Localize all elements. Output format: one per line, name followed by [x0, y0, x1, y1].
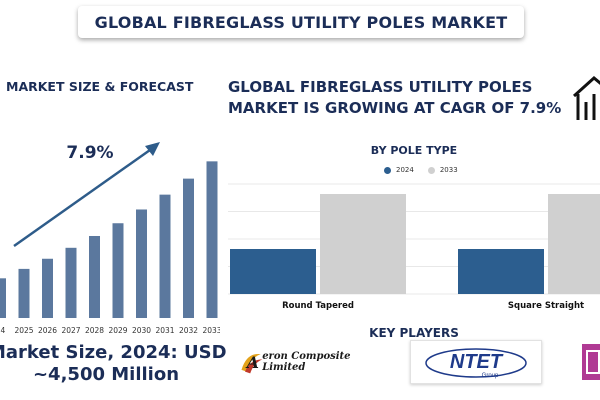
legend-label-2024: 2024: [396, 166, 414, 174]
ntet-logo-sub: Group: [482, 373, 499, 379]
trend-arrow-head: [145, 142, 160, 156]
forecast-tick-label: 2033: [202, 326, 220, 335]
forecast-tick-label: 2030: [132, 326, 151, 335]
forecast-bar-2024: [0, 278, 6, 318]
trend-arrow-line: [13, 148, 151, 248]
third-player-logo: [582, 344, 600, 380]
market-size-value: ~4,500 Million: [32, 364, 180, 385]
cagr-heading: GLOBAL FIBREGLASS UTILITY POLES MARKET I…: [228, 77, 561, 119]
ntet-logo: NTET Group: [410, 340, 542, 384]
key-players-heading: KEY PLAYERS: [369, 326, 459, 340]
ntet-logo-text: NTET: [450, 351, 504, 373]
forecast-bar-2031: [159, 194, 171, 318]
forecast-tick-label: 2028: [85, 326, 104, 335]
pole-bar-2033-0: [320, 194, 406, 294]
legend-item-2033: 2033: [427, 166, 458, 174]
forecast-tick-label: 2025: [14, 326, 33, 335]
forecast-tick-label: 2029: [108, 326, 127, 335]
title-banner: GLOBAL FIBREGLASS UTILITY POLES MARKET: [78, 6, 524, 38]
forecast-tick-label: 2031: [155, 326, 174, 335]
forecast-chart: 24 2025 2026 2027 2028 2029 2030 2031 2032 2033 7.…: [0, 142, 220, 335]
forecast-tick-label: 24: [0, 326, 5, 335]
pole-category-label: Square Straight: [508, 301, 584, 311]
aeron-logo-letter: A: [245, 353, 259, 372]
market-size-label: Market Size, 2024: USD: [0, 342, 227, 363]
forecast-bar-2028: [89, 235, 100, 318]
pole-chart-legend: 2024 2033: [384, 166, 458, 174]
forecast-tick-label: 2026: [38, 326, 57, 335]
aeron-logo: A eron Composite Limited: [238, 344, 380, 380]
legend-swatch-2024: [384, 166, 391, 174]
pole-bar-2033-1: [548, 194, 600, 294]
legend-label-2033: 2033: [439, 166, 458, 174]
pole-category-label: Round Tapered: [282, 301, 354, 311]
forecast-tick-label: 2032: [179, 326, 198, 335]
forecast-bar-2030: [136, 209, 147, 318]
legend-swatch-2033: [427, 166, 435, 174]
forecast-bar-2033: [206, 161, 218, 318]
pole-type-heading: BY POLE TYPE: [370, 144, 458, 157]
ntet-logo-mark: NTET Group: [425, 348, 527, 379]
cagr-heading-line1: GLOBAL FIBREGLASS UTILITY POLES: [228, 78, 533, 96]
forecast-bar-2027: [65, 247, 77, 318]
third-player-logo-mark: [586, 350, 600, 374]
forecast-bar-2029: [112, 223, 124, 318]
legend-item-2024: 2024: [384, 166, 414, 174]
pole-type-chart: Round Tapered Square Straight: [228, 178, 600, 311]
cagr-annotation: 7.9%: [66, 143, 113, 163]
house-growth-icon: [572, 76, 600, 120]
forecast-tick-label: 2027: [61, 326, 80, 335]
pole-bar-2024-1: [458, 249, 544, 294]
forecast-heading: MARKET SIZE & FORECAST: [6, 79, 194, 94]
cagr-heading-line2: MARKET IS GROWING AT CAGR OF 7.9%: [228, 99, 562, 117]
aeron-swirl-icon: A: [241, 353, 263, 374]
forecast-bar-2025: [18, 268, 30, 318]
pole-bar-2024-0: [230, 249, 316, 294]
forecast-bar-2026: [42, 258, 53, 318]
page-title: GLOBAL FIBREGLASS UTILITY POLES MARKET: [94, 12, 508, 32]
forecast-bar-2032: [183, 178, 194, 318]
aeron-logo-text: eron Composite Limited: [262, 351, 351, 373]
